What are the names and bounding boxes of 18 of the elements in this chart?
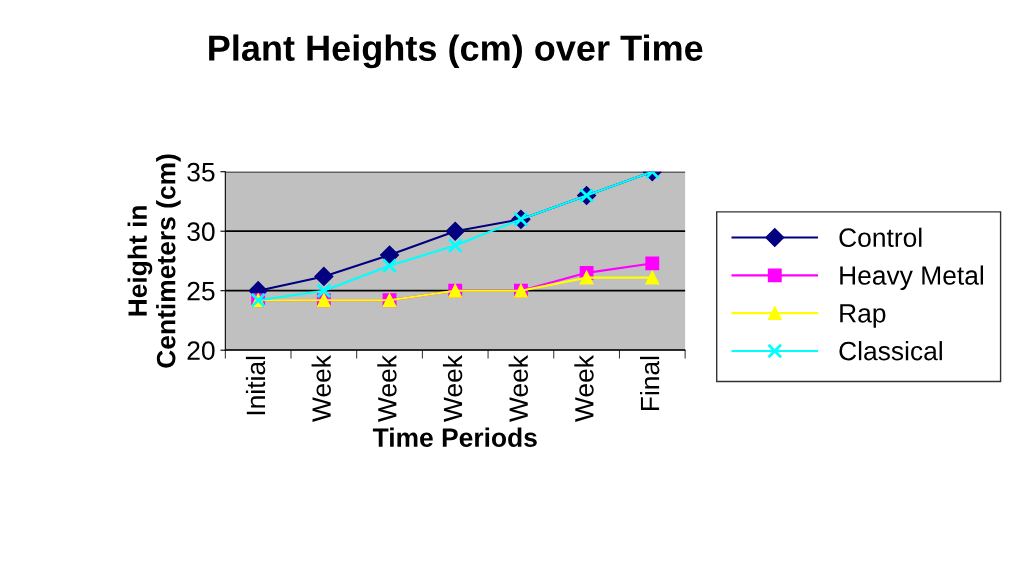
x-tick-label: Week [574, 355, 594, 422]
y-axis-title: Height in Centimeters (cm) [127, 154, 181, 368]
legend-label: Heavy Metal [840, 265, 983, 291]
y-tick-label: 30 [187, 222, 215, 242]
x-tick-label: Week [311, 355, 331, 422]
legend-label: Control [839, 227, 922, 248]
y-tick-label: 25 [187, 281, 215, 301]
x-tick-label: Week [508, 355, 528, 422]
x-tick-label: Final [639, 356, 660, 411]
x-tick-label: Week [377, 355, 397, 422]
y-tick-label: 35 [187, 162, 215, 182]
y-tick-label: 20 [187, 341, 215, 361]
x-tick-label: Initial [245, 356, 266, 415]
legend-label: Rap [840, 304, 886, 328]
legend-label: Classical [839, 341, 942, 361]
x-axis-title: Time Periods [372, 427, 537, 447]
x-tick-label: Week [442, 355, 463, 422]
chart-title: Plant Heights (cm) over Time [209, 34, 703, 69]
